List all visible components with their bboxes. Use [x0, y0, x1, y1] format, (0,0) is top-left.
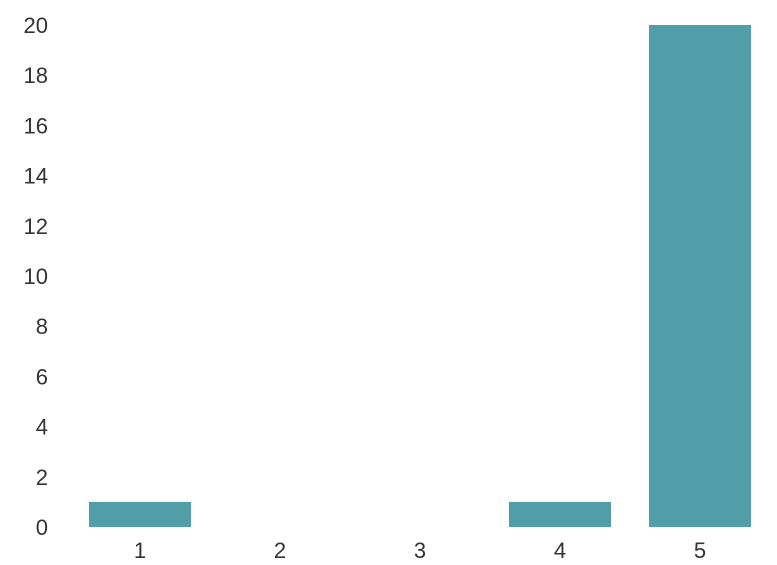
y-tick-label: 20	[24, 13, 48, 38]
x-tick-label: 1	[134, 538, 146, 563]
x-tick-label: 5	[694, 538, 706, 563]
y-tick-label: 18	[24, 63, 48, 88]
bar-1	[89, 501, 191, 527]
x-tick-label: 4	[554, 538, 566, 563]
y-tick-label: 10	[24, 264, 48, 289]
x-axis: 1 2 3 4 5	[134, 538, 706, 563]
y-tick-label: 4	[36, 415, 48, 440]
y-tick-label: 12	[24, 214, 48, 239]
bars	[89, 25, 751, 527]
x-tick-label: 2	[274, 538, 286, 563]
y-tick-label: 14	[24, 164, 48, 189]
y-axis: 0 2 4 6 8 10 12 14 16 18 20	[24, 13, 48, 540]
x-tick-label: 3	[414, 538, 426, 563]
y-tick-label: 6	[36, 364, 48, 389]
y-tick-label: 0	[36, 515, 48, 540]
bar-4	[509, 501, 611, 527]
y-tick-label: 16	[24, 113, 48, 138]
y-tick-label: 2	[36, 465, 48, 490]
bar-5	[649, 25, 751, 527]
y-tick-label: 8	[36, 314, 48, 339]
